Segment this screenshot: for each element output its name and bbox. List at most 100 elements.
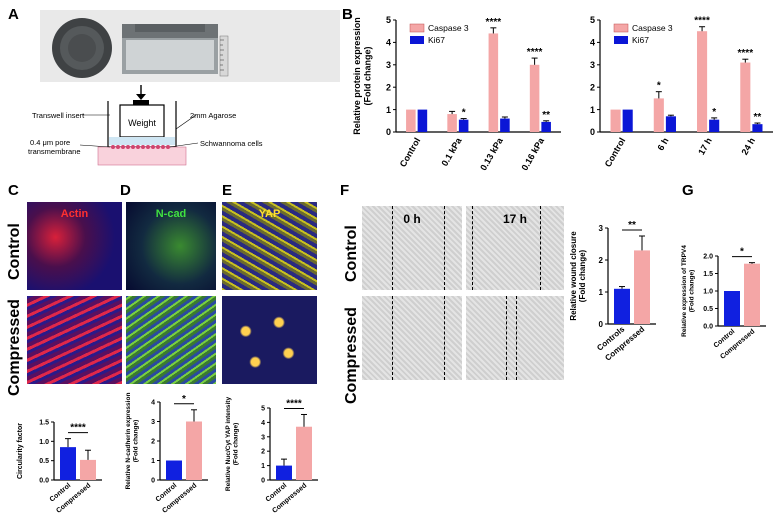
g-ytick-label: 2.0 (703, 253, 713, 260)
e-ylabel: Relative Nuc/Cyt YAP intensity(Fold chan… (225, 397, 239, 492)
b2-ytick-label: 3 (590, 60, 595, 70)
weight-label: Weight (128, 118, 156, 128)
chart-b-pressure: 0 1 2 3 4 5 Relative protein expression(Fold c… (352, 15, 561, 172)
b1-significance: **** (527, 47, 543, 58)
b1-legend-label: Ki67 (428, 35, 445, 45)
b2-significance: * (657, 81, 661, 92)
b1-ytick-label: 3 (386, 60, 391, 70)
micrograph-yap-control: YAP (222, 202, 317, 290)
device-photo (40, 10, 340, 82)
d-significance: * (182, 394, 186, 405)
micrograph-actin-control: Actin (27, 202, 122, 290)
time-label-0h: 0 h (403, 212, 421, 226)
b1-ytick-label: 2 (386, 82, 391, 92)
c-ytick-label: 0.5 (39, 458, 49, 465)
b2-ytick-label: 4 (590, 38, 595, 48)
chart-e-yap: 0 1 2 3 4 5 Relative Nuc/Cyt YAP intensity(Fol… (225, 397, 318, 515)
d-ytick-label: 3 (151, 419, 155, 426)
b2-bar-caspase (653, 98, 664, 132)
b1-bar-ki67 (458, 119, 469, 132)
e-ytick-label: 1 (261, 463, 265, 470)
d-ytick-label: 1 (151, 458, 155, 465)
c-ytick-label: 1.5 (39, 419, 49, 426)
f-ylabel: Relative wound closure(Fold change) (569, 231, 587, 321)
g-ytick-label: 0.5 (703, 306, 713, 313)
c-significance: **** (70, 423, 86, 434)
micrograph-actin-compressed (27, 296, 122, 384)
b2-bar-ki67 (665, 116, 676, 132)
b1-category-label: 0.16 kPa (519, 135, 546, 172)
b1-bar-caspase (406, 109, 416, 132)
d-ytick-label: 2 (151, 438, 155, 445)
g-ylabel: Relative expression of TRPV4(Fold change… (681, 245, 695, 337)
agarose-label: 2mm Agarose (190, 111, 236, 120)
panel-letter-g: G (682, 182, 694, 199)
row-label-compressed-f: Compressed (343, 307, 360, 404)
b2-ytick-label: 2 (590, 82, 595, 92)
chart-g-trpv4: 0.0 0.5 1.0 1.5 2.0 Relative expression of TR… (681, 245, 766, 361)
wound-control-0h: 0 h (362, 206, 462, 290)
b1-significance: **** (486, 17, 502, 28)
b2-bar-caspase (697, 31, 708, 133)
ncad-label: N-cad (155, 208, 187, 220)
panel-letter-d: D (120, 182, 131, 199)
d-bar-control (166, 460, 182, 480)
b1-bar-caspase (529, 64, 540, 132)
membrane-label-2: transmembrane (28, 147, 81, 156)
b2-bar-ki67 (622, 109, 633, 132)
b2-ytick-label: 0 (590, 127, 595, 137)
b2-category-label: 17 h (696, 136, 714, 157)
b1-significance: ** (542, 110, 550, 121)
b1-ytick-label: 0 (386, 127, 391, 137)
micrograph-ncad-compressed (126, 296, 216, 384)
g-significance: * (740, 247, 744, 258)
b1-significance: * (462, 108, 466, 119)
c-ytick-label: 1.0 (39, 439, 49, 446)
c-bar-control (60, 447, 76, 480)
micrograph-yap-compressed (222, 296, 317, 384)
b2-legend-label: Ki67 (632, 35, 649, 45)
b1-category-label: 0.1 kPa (439, 135, 464, 168)
f-ytick-label: 1 (599, 288, 604, 297)
wound-control-17h: 17 h (466, 206, 564, 290)
c-bar-compressed (80, 459, 96, 480)
f-bar-control (614, 288, 630, 324)
row-label-compressed-c: Compressed (6, 299, 23, 396)
b1-bar-ki67 (541, 121, 551, 132)
g-ytick-label: 0.0 (703, 323, 713, 330)
e-bar-control (276, 465, 292, 480)
cells-label: Schwannoma cells (200, 139, 263, 148)
b1-category-label: Control (398, 136, 423, 169)
compression-schematic: Weight Transwell insert 2mm Agarose 0.4 … (28, 85, 263, 166)
b1-ylabel: Relative protein expression(Fold change) (352, 17, 372, 135)
e-significance: **** (286, 398, 302, 409)
b1-category-label: 0.13 kPa (478, 135, 505, 172)
g-bar-control (724, 291, 740, 326)
row-label-control-f: Control (343, 225, 360, 282)
e-ytick-label: 0 (261, 477, 265, 484)
c-ytick-label: 0.0 (39, 477, 49, 484)
e-ytick-label: 3 (261, 434, 265, 441)
panel-letter-a: A (8, 6, 19, 23)
b1-legend-label: Caspase 3 (428, 23, 469, 33)
b2-ytick-label: 1 (590, 105, 595, 115)
d-ylabel: Relative N-cadherin expression(Fold chan… (125, 393, 139, 490)
f-ytick-label: 0 (599, 320, 604, 329)
panel-letter-c: C (8, 182, 19, 199)
b2-significance: ** (754, 112, 762, 123)
panel-letter-e: E (222, 182, 233, 199)
chart-d-ncadherin: 0 1 2 3 4 Relative N-cadherin expression(Fold… (125, 393, 208, 515)
row-label-control-c: Control (6, 223, 23, 280)
b2-category-label: Control (603, 136, 628, 169)
d-ytick-label: 0 (151, 477, 155, 484)
actin-label: Actin (60, 208, 89, 220)
b2-bar-caspase (740, 62, 751, 133)
f-ytick-label: 2 (599, 256, 604, 265)
b2-category-label: 6 h (655, 136, 670, 152)
e-ytick-label: 2 (261, 449, 265, 456)
b2-legend-swatch (613, 23, 629, 33)
b2-bar-ki67 (709, 119, 720, 132)
f-bar-compressed (634, 250, 650, 324)
